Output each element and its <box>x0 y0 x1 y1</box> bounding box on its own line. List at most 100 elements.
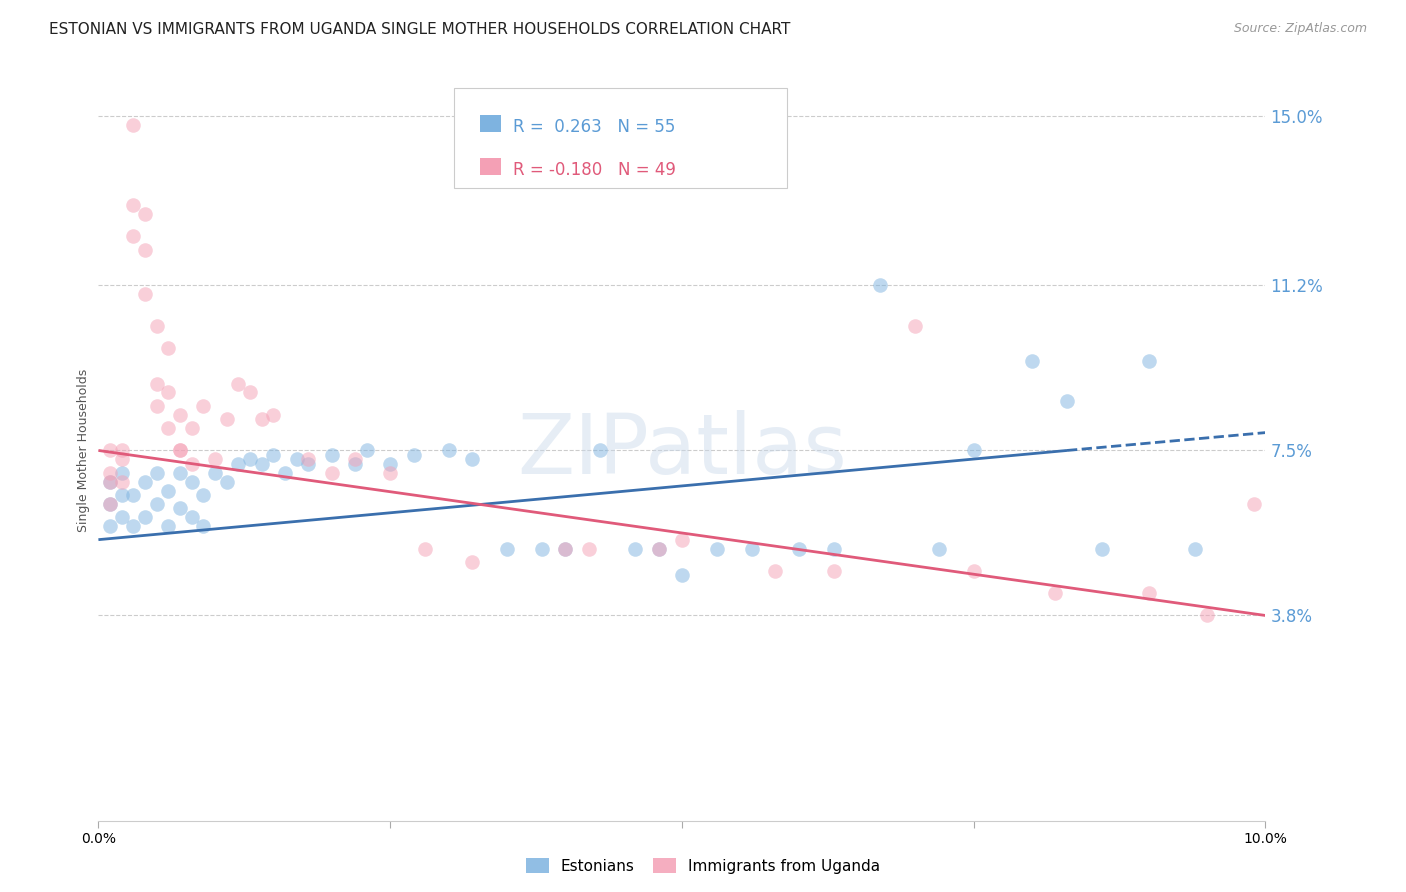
Point <box>98 497 121 511</box>
Point <box>1021 354 1043 368</box>
Point <box>169 443 191 458</box>
Bar <box>479 115 501 132</box>
Point <box>356 443 378 458</box>
Y-axis label: Single Mother Households: Single Mother Households <box>77 368 90 533</box>
Point <box>193 519 215 533</box>
Point <box>402 448 425 462</box>
Point <box>157 483 180 498</box>
Point <box>169 443 191 458</box>
Point <box>122 198 145 212</box>
Point <box>193 488 215 502</box>
Legend: Estonians, Immigrants from Uganda: Estonians, Immigrants from Uganda <box>520 852 886 880</box>
Point <box>274 466 297 480</box>
Point <box>1195 608 1218 623</box>
Point <box>1091 541 1114 556</box>
Point <box>262 408 284 422</box>
Point <box>134 287 156 301</box>
Point <box>671 568 693 582</box>
Point <box>647 541 669 556</box>
Point <box>134 207 156 221</box>
Point <box>380 466 402 480</box>
Point <box>589 443 612 458</box>
Point <box>624 541 647 556</box>
Point <box>869 278 891 293</box>
Point <box>157 519 180 533</box>
Point <box>111 466 134 480</box>
Point <box>671 533 693 547</box>
Point <box>215 412 238 426</box>
Point <box>904 318 927 333</box>
Point <box>496 541 519 556</box>
Text: ZIPatlas: ZIPatlas <box>517 410 846 491</box>
Point <box>763 564 786 578</box>
Point <box>180 421 202 435</box>
Point <box>554 541 576 556</box>
Point <box>146 399 169 413</box>
Text: Source: ZipAtlas.com: Source: ZipAtlas.com <box>1233 22 1367 36</box>
Point <box>344 452 367 467</box>
Point <box>98 475 121 489</box>
Point <box>250 457 273 471</box>
Point <box>228 457 250 471</box>
Bar <box>479 158 501 175</box>
Point <box>204 452 226 467</box>
Point <box>98 466 121 480</box>
Point <box>98 475 121 489</box>
Point <box>380 457 402 471</box>
Point <box>262 448 284 462</box>
Point <box>111 452 134 467</box>
Point <box>146 497 169 511</box>
Text: R =  0.263   N = 55: R = 0.263 N = 55 <box>513 118 675 136</box>
Point <box>928 541 950 556</box>
Point <box>122 488 145 502</box>
Point <box>239 385 262 400</box>
Point <box>180 457 202 471</box>
Point <box>98 497 121 511</box>
Text: R = -0.180   N = 49: R = -0.180 N = 49 <box>513 161 675 179</box>
Point <box>169 408 191 422</box>
Point <box>1137 354 1160 368</box>
Point <box>111 488 134 502</box>
Point <box>146 376 169 391</box>
Point <box>193 399 215 413</box>
Point <box>413 541 436 556</box>
Point <box>169 466 191 480</box>
Point <box>344 457 367 471</box>
Point <box>134 510 156 524</box>
Point <box>297 457 319 471</box>
Point <box>647 541 669 556</box>
Point <box>134 243 156 257</box>
Point <box>250 412 273 426</box>
FancyBboxPatch shape <box>454 87 787 187</box>
Point <box>204 466 226 480</box>
Point <box>180 475 202 489</box>
Point <box>157 421 180 435</box>
Point <box>239 452 262 467</box>
Point <box>321 466 343 480</box>
Point <box>1137 586 1160 600</box>
Point <box>554 541 576 556</box>
Point <box>169 501 191 516</box>
Point <box>215 475 238 489</box>
Point <box>461 452 484 467</box>
Point <box>823 564 845 578</box>
Point <box>98 443 121 458</box>
Point <box>962 564 984 578</box>
Point <box>321 448 343 462</box>
Point <box>122 519 145 533</box>
Point <box>1056 394 1078 409</box>
Point <box>297 452 319 467</box>
Point <box>706 541 728 556</box>
Point <box>285 452 308 467</box>
Point <box>962 443 984 458</box>
Point <box>146 318 169 333</box>
Point <box>111 510 134 524</box>
Point <box>461 555 484 569</box>
Point <box>530 541 553 556</box>
Text: ESTONIAN VS IMMIGRANTS FROM UGANDA SINGLE MOTHER HOUSEHOLDS CORRELATION CHART: ESTONIAN VS IMMIGRANTS FROM UGANDA SINGL… <box>49 22 790 37</box>
Point <box>1243 497 1265 511</box>
Point <box>122 118 145 132</box>
Point <box>823 541 845 556</box>
Point <box>578 541 600 556</box>
Point <box>437 443 460 458</box>
